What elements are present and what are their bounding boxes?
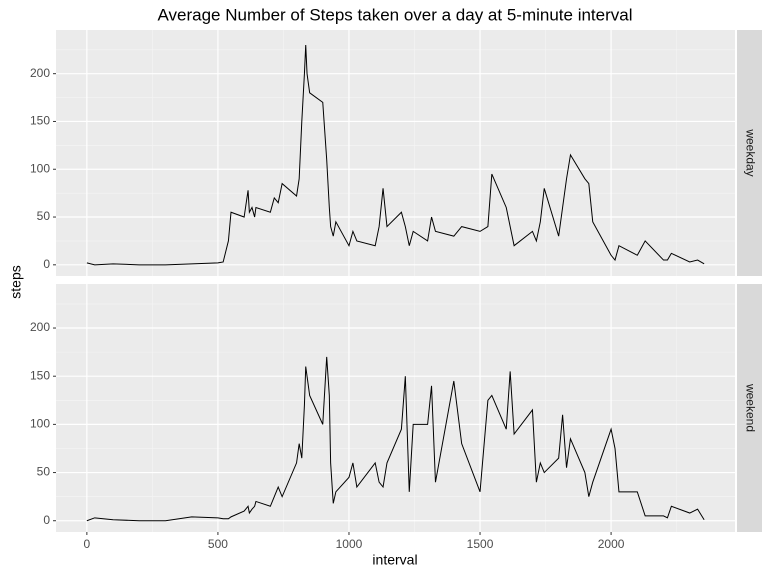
y-tick-label: 150 <box>30 368 50 382</box>
y-tick-label: 0 <box>43 513 50 527</box>
y-tick-label: 100 <box>30 161 50 175</box>
y-tick-label: 0 <box>43 257 50 271</box>
x-tick-label: 1000 <box>336 537 363 551</box>
x-tick-label: 2000 <box>598 537 625 551</box>
x-tick-label: 0 <box>84 537 91 551</box>
x-tick-label: 1500 <box>467 537 494 551</box>
y-tick-label: 100 <box>30 417 50 431</box>
panel: 0 50 100 150 200 weekday <box>30 30 762 276</box>
x-axis-label: interval <box>372 552 417 568</box>
y-tick-label: 50 <box>37 465 51 479</box>
panel-background <box>56 30 735 276</box>
x-tick-label: 500 <box>208 537 228 551</box>
y-tick-label: 200 <box>30 320 50 334</box>
y-tick-label: 150 <box>30 114 50 128</box>
strip-label: weekday <box>743 128 757 176</box>
y-tick-label: 50 <box>37 209 51 223</box>
strip-background <box>737 30 762 276</box>
y-tick-label: 200 <box>30 66 50 80</box>
panel: 0 50 100 150 200 weekend <box>30 284 762 532</box>
y-axis-label: steps <box>8 265 24 298</box>
strip-label: weekend <box>743 383 757 432</box>
chart-title: Average Number of Steps taken over a day… <box>158 5 633 24</box>
panel-background <box>56 284 735 532</box>
strip-background <box>737 284 762 532</box>
data-line <box>86 356 705 522</box>
data-line <box>86 44 705 266</box>
